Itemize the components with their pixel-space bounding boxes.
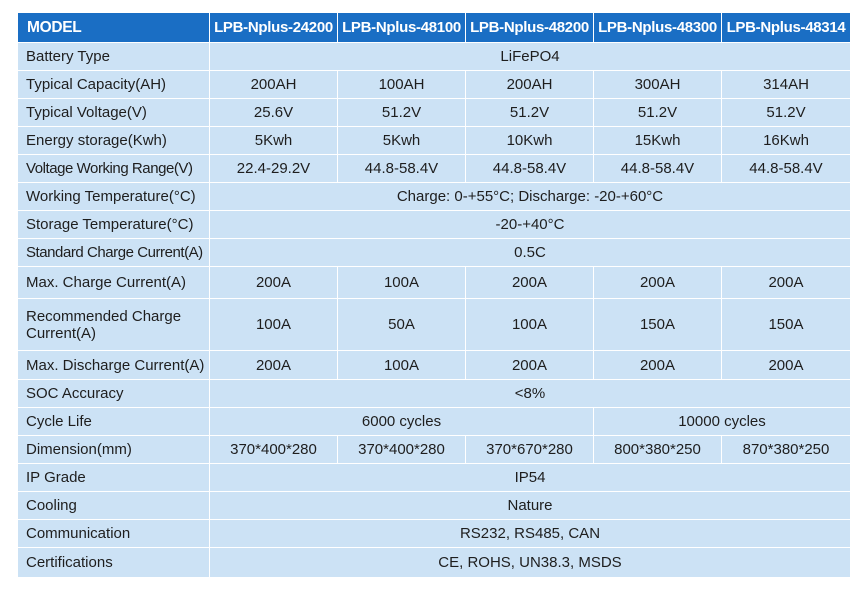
table-cell: 200AH: [210, 71, 337, 98]
table-cell: 15Kwh: [594, 127, 721, 154]
table-cell: RS232, RS485, CAN: [210, 520, 850, 547]
table-row: Working Temperature(°C) Charge: 0-+55°C;…: [18, 183, 850, 210]
table-row: IP Grade IP54: [18, 464, 850, 491]
table-cell: 51.2V: [722, 99, 850, 126]
table-cell: 200A: [722, 351, 850, 379]
row-label: Communication: [18, 520, 209, 547]
table-row: Recommended Charge Current(A) 100A 50A 1…: [18, 299, 850, 350]
table-cell: 200A: [466, 351, 593, 379]
table-cell: 10000 cycles: [594, 408, 850, 435]
table-row: Cooling Nature: [18, 492, 850, 519]
table-row: Energy storage(Kwh) 5Kwh 5Kwh 10Kwh 15Kw…: [18, 127, 850, 154]
table-cell: 800*380*250: [594, 436, 721, 463]
table-cell: 10Kwh: [466, 127, 593, 154]
row-label: Cooling: [18, 492, 209, 519]
row-label: Energy storage(Kwh): [18, 127, 209, 154]
table-cell: IP54: [210, 464, 850, 491]
table-cell: Charge: 0-+55°C; Discharge: -20-+60°C: [210, 183, 850, 210]
table-cell: 51.2V: [594, 99, 721, 126]
table-cell: 200A: [722, 267, 850, 298]
table-cell: Nature: [210, 492, 850, 519]
table-row: Storage Temperature(°C) -20-+40°C: [18, 211, 850, 238]
table-row: Voltage Working Range(V) 22.4-29.2V 44.8…: [18, 155, 850, 182]
header-model-4: LPB-Nplus-48300: [594, 13, 721, 42]
table-cell: 6000 cycles: [210, 408, 593, 435]
table-row: Certifications CE, ROHS, UN38.3, MSDS: [18, 548, 850, 577]
table-row: SOC Accuracy <8%: [18, 380, 850, 407]
row-label: Battery Type: [18, 43, 209, 70]
row-label: Typical Capacity(AH): [18, 71, 209, 98]
table-cell: 25.6V: [210, 99, 337, 126]
table-cell: 22.4-29.2V: [210, 155, 337, 182]
table-cell: 44.8-58.4V: [466, 155, 593, 182]
row-label: Certifications: [18, 548, 209, 577]
table-cell: 51.2V: [338, 99, 465, 126]
table-cell: 5Kwh: [210, 127, 337, 154]
table-row: Dimension(mm) 370*400*280 370*400*280 37…: [18, 436, 850, 463]
table-cell: 51.2V: [466, 99, 593, 126]
table-row: Communication RS232, RS485, CAN: [18, 520, 850, 547]
header-model-5: LPB-Nplus-48314: [722, 13, 850, 42]
table-cell: 200AH: [466, 71, 593, 98]
row-label: SOC Accuracy: [18, 380, 209, 407]
spec-table: MODEL LPB-Nplus-24200 LPB-Nplus-48100 LP…: [17, 12, 851, 578]
row-label: Dimension(mm): [18, 436, 209, 463]
table-cell: 370*400*280: [210, 436, 337, 463]
header-model-label: MODEL: [18, 13, 209, 42]
table-cell: 100A: [210, 299, 337, 350]
table-row: Max. Discharge Current(A) 200A 100A 200A…: [18, 351, 850, 379]
table-cell: 44.8-58.4V: [338, 155, 465, 182]
table-cell: 370*400*280: [338, 436, 465, 463]
row-label: Recommended Charge Current(A): [18, 299, 209, 350]
table-cell: 0.5C: [210, 239, 850, 266]
table-cell: 16Kwh: [722, 127, 850, 154]
table-cell: 100A: [466, 299, 593, 350]
table-cell: 200A: [594, 351, 721, 379]
table-cell: 200A: [210, 267, 337, 298]
table-row: Standard Charge Current(A) 0.5C: [18, 239, 850, 266]
table-cell: 150A: [722, 299, 850, 350]
row-label: Cycle Life: [18, 408, 209, 435]
table-cell: LiFePO4: [210, 43, 850, 70]
table-cell: 200A: [594, 267, 721, 298]
table-row: Cycle Life 6000 cycles 10000 cycles: [18, 408, 850, 435]
header-model-2: LPB-Nplus-48100: [338, 13, 465, 42]
table-cell: 100A: [338, 267, 465, 298]
table-cell: 300AH: [594, 71, 721, 98]
table-cell: 50A: [338, 299, 465, 350]
table-cell: 100A: [338, 351, 465, 379]
row-label: IP Grade: [18, 464, 209, 491]
table-cell: 5Kwh: [338, 127, 465, 154]
table-row: Typical Voltage(V) 25.6V 51.2V 51.2V 51.…: [18, 99, 850, 126]
table-cell: -20-+40°C: [210, 211, 850, 238]
table-cell: 44.8-58.4V: [594, 155, 721, 182]
row-label: Typical Voltage(V): [18, 99, 209, 126]
table-cell: 314AH: [722, 71, 850, 98]
table-cell: 370*670*280: [466, 436, 593, 463]
row-label: Storage Temperature(°C): [18, 211, 209, 238]
row-label: Voltage Working Range(V): [18, 155, 209, 182]
header-row: MODEL LPB-Nplus-24200 LPB-Nplus-48100 LP…: [18, 13, 850, 42]
row-label: Working Temperature(°C): [18, 183, 209, 210]
table-cell: CE, ROHS, UN38.3, MSDS: [210, 548, 850, 577]
table-cell: 44.8-58.4V: [722, 155, 850, 182]
table-row: Max. Charge Current(A) 200A 100A 200A 20…: [18, 267, 850, 298]
table-cell: 870*380*250: [722, 436, 850, 463]
row-label: Max. Charge Current(A): [18, 267, 209, 298]
header-model-3: LPB-Nplus-48200: [466, 13, 593, 42]
table-row: Typical Capacity(AH) 200AH 100AH 200AH 3…: [18, 71, 850, 98]
table-cell: <8%: [210, 380, 850, 407]
table-cell: 200A: [210, 351, 337, 379]
table-cell: 200A: [466, 267, 593, 298]
table-cell: 150A: [594, 299, 721, 350]
table-row: Battery Type LiFePO4: [18, 43, 850, 70]
table-cell: 100AH: [338, 71, 465, 98]
header-model-1: LPB-Nplus-24200: [210, 13, 337, 42]
row-label: Max. Discharge Current(A): [18, 351, 209, 379]
row-label: Standard Charge Current(A): [18, 239, 209, 266]
